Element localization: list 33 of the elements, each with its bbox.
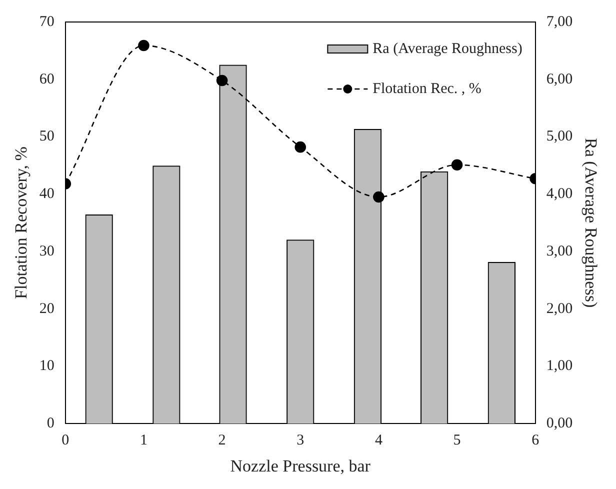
x-tick-label: 0: [62, 432, 70, 449]
y-tick-label: 50: [39, 128, 54, 145]
x-tick-label: 4: [374, 432, 383, 449]
x-tick-label: 6: [532, 432, 540, 449]
x-tick-label: 1: [140, 432, 148, 449]
x-tick-label: 5: [453, 432, 461, 449]
point: [451, 159, 463, 171]
y-axis-title: Flotation Recovery, %: [12, 146, 31, 299]
y2-tick-label: 6,00: [546, 71, 573, 88]
y-tick-label: 70: [39, 14, 54, 30]
legend-label: Ra (Average Roughness): [372, 40, 522, 57]
legend-label: Flotation Rec. , %: [372, 80, 482, 97]
y-tick-label: 30: [39, 243, 54, 260]
y2-axis-title: Ra (Average Roughness): [581, 138, 600, 308]
y-tick-label: 0: [46, 416, 54, 432]
point: [373, 191, 384, 203]
y2-tick-label: 7,00: [546, 14, 573, 30]
point: [294, 141, 306, 153]
y-tick-label: 20: [39, 300, 54, 317]
y-tick-label: 60: [39, 71, 54, 88]
point: [216, 74, 228, 86]
x-tick-label: 2: [218, 432, 226, 449]
x-tick-label: 3: [296, 432, 304, 449]
y2-tick-label: 2,00: [546, 300, 573, 317]
y2-tick-label: 5,00: [546, 128, 573, 145]
y2-tick-label: 0,00: [546, 416, 573, 432]
y2-tick-label: 1,00: [546, 358, 573, 374]
point: [138, 40, 150, 52]
y-tick-label: 40: [39, 186, 54, 202]
y2-tick-label: 3,00: [546, 243, 573, 260]
y-tick-label: 10: [39, 358, 54, 374]
y2-tick-label: 4,00: [546, 186, 573, 202]
x-axis-title: Nozzle Pressure, bar: [230, 456, 371, 476]
